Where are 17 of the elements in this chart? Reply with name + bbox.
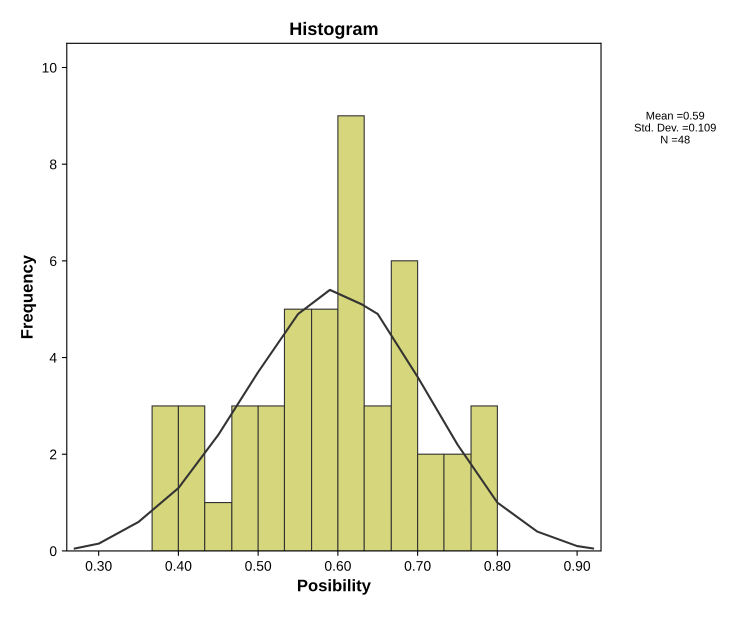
x-tick-label: 0.50 — [245, 561, 272, 571]
y-tick-label: 2 — [50, 450, 56, 460]
x-axis-title: Posibility — [298, 579, 371, 595]
text: Mean =0.59 Std. Dev. =0.109 N =48 — [634, 112, 716, 144]
x-tick-label: 0.60 — [324, 561, 351, 571]
y-tick-label: 4 — [50, 353, 57, 363]
chart-title: Histogram — [290, 22, 378, 39]
x-tick-label: 0.90 — [564, 561, 590, 571]
x-tick-label: 0.80 — [484, 561, 510, 571]
y-tick-label: 10 — [42, 62, 57, 73]
x-tick-label: 0.40 — [165, 561, 192, 571]
y-tick-label: 0 — [50, 546, 57, 556]
y-tick-label: 8 — [50, 160, 56, 170]
y-axis-title: Frequency — [21, 255, 36, 338]
x-tick-label: 0.30 — [86, 561, 112, 571]
y-tick-label: 6 — [50, 256, 56, 266]
x-tick-label: 0.70 — [404, 561, 431, 571]
